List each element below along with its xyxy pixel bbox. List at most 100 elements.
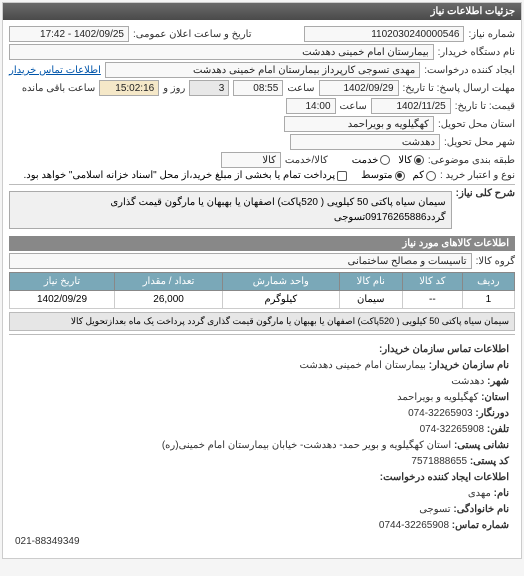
city-label: شهر محل تحویل: (444, 137, 515, 148)
table-row[interactable]: 1 -- سیمان کیلوگرم 26,000 1402/09/29 (10, 291, 515, 309)
th-2: نام کالا (339, 273, 403, 291)
radio-goods-label: کالا (398, 155, 412, 166)
separator (9, 184, 515, 185)
row-quote: قیمت: تا تاریخ: 1402/11/25 ساعت 14:00 (9, 98, 515, 114)
contact-link[interactable]: اطلاعات تماس خریدار (9, 65, 101, 76)
public-date-field: 1402/09/25 - 17:42 (9, 26, 129, 42)
main-panel: جزئیات اطلاعات نیاز شماره نیاز: 11020302… (2, 2, 522, 559)
requester-label: ایجاد کننده درخواست: (424, 65, 515, 76)
radio-low-label: کم (413, 170, 424, 181)
td-4: 26,000 (115, 291, 223, 309)
contact-section: اطلاعات تماس سازمان خریدار: (379, 344, 509, 355)
requester-field: مهدی تسوجی کارپرداز بیمارستان امام خمینی… (105, 62, 420, 78)
pay-note-check[interactable]: پرداخت تمام یا بخشی از مبلغ خرید،از محل … (24, 170, 348, 181)
goods-section-title: اطلاعات کالاهای مورد نیاز (9, 236, 515, 251)
row-desc: شرح کلی نیاز: سیمان سیاه پاکتی 50 کیلویی… (9, 188, 515, 232)
radio-dot-icon (414, 155, 424, 165)
checkbox-icon (337, 171, 347, 181)
pre-label: دورنگار: (475, 408, 509, 419)
province-label: استان محل تحویل: (438, 119, 515, 130)
province-field: کهگیلویه و بویراحمد (284, 116, 434, 132)
desc-label: شرح کلی نیاز: (456, 188, 515, 199)
separator (9, 334, 515, 335)
days-label: روز و (163, 83, 185, 94)
row-category: طبقه بندی موضوعی: کالا خدمت کالا/خدمت کا… (9, 152, 515, 168)
radio-mid-label: متوسط (361, 170, 392, 181)
buyer-field: بیمارستان امام خمینی دهدشت (9, 44, 434, 60)
radio-goods[interactable]: کالا (398, 155, 424, 166)
name-value: مهدی (468, 488, 491, 499)
pt-label: نوع و اعتبار خرید : (440, 170, 515, 181)
remain-field: 15:02:16 (99, 80, 159, 96)
remain-label: ساعت باقی مانده (22, 83, 95, 94)
cphone-value: 32265908-0744 (379, 520, 449, 531)
category-label: طبقه بندی موضوعی: (428, 155, 515, 166)
radio-service[interactable]: خدمت (352, 155, 391, 166)
lname-label: نام خانوادگی: (453, 504, 509, 515)
quote-time-label: ساعت (340, 101, 367, 112)
th-1: کد کالا (403, 273, 463, 291)
post-label: کد پستی: (470, 456, 509, 467)
th-3: واحد شمارش (223, 273, 339, 291)
freight-label: کالا/خدمت (285, 155, 328, 166)
public-date-label: تاریخ و ساعت اعلان عمومی: (133, 29, 252, 40)
contact-block: اطلاعات تماس سازمان خریدار: نام سازمان خ… (9, 338, 515, 554)
req-section: اطلاعات ایجاد کننده درخواست: (380, 472, 509, 483)
name-label: نام: (494, 488, 509, 499)
radio-dot-icon (395, 171, 405, 181)
org-value: بیمارستان امام خمینی دهدشت (300, 360, 426, 371)
radio-low[interactable]: کم (413, 170, 436, 181)
td-1: -- (403, 291, 463, 309)
goods-table: ردیف کد کالا نام کالا واحد شمارش تعداد /… (9, 272, 515, 309)
ccity-value: دهدشت (451, 376, 484, 387)
addr-label: نشانی پستی: (454, 440, 509, 451)
cprov-label: استان: (481, 392, 509, 403)
deadline-time-label: ساعت (287, 83, 314, 94)
td-5: 1402/09/29 (10, 291, 115, 309)
desc-box: سیمان سیاه پاکتی 50 کیلویی ( 520پاکت) اص… (9, 191, 452, 229)
cprov-value: کهگیلویه و بویراحمد (397, 392, 478, 403)
td-0: 1 (462, 291, 514, 309)
lname-value: تسوجی (419, 504, 450, 515)
th-4: تعداد / مقدار (115, 273, 223, 291)
row-buyer: نام دستگاه خریدار: بیمارستان امام خمینی … (9, 44, 515, 60)
radio-mid[interactable]: متوسط (361, 170, 404, 181)
footer-phone: 021-88349349 (15, 534, 509, 550)
row-city: شهر محل تحویل: دهدشت (9, 134, 515, 150)
city-field: دهدشت (290, 134, 440, 150)
post-value: 7571888655 (411, 456, 467, 467)
number-field: 1102030240000546 (304, 26, 464, 42)
row-purchase-type: نوع و اعتبار خرید : کم متوسط پرداخت تمام… (9, 170, 515, 181)
row-deadline: مهلت ارسال پاسخ: تا تاریخ: 1402/09/29 سا… (9, 80, 515, 96)
category-radio-group: کالا خدمت (352, 155, 424, 166)
panel-body: شماره نیاز: 1102030240000546 تاریخ و ساع… (3, 20, 521, 558)
th-5: تاریخ نیاز (10, 273, 115, 291)
deadline-time: 08:55 (233, 80, 283, 96)
quote-date: 1402/11/25 (371, 98, 451, 114)
deadline-label: مهلت ارسال پاسخ: تا تاریخ: (403, 83, 515, 94)
pt-radio-group: کم متوسط (361, 170, 436, 181)
days-field: 3 (189, 80, 229, 96)
radio-service-label: خدمت (352, 155, 379, 166)
row-note: سیمان سیاه پاکتی 50 کیلویی ( 520پاکت) اص… (9, 312, 515, 331)
quote-label: قیمت: تا تاریخ: (455, 101, 515, 112)
number-label: شماره نیاز: (468, 29, 515, 40)
quote-time: 14:00 (286, 98, 336, 114)
deadline-date: 1402/09/29 (319, 80, 399, 96)
phone-value: 32265908-074 (420, 424, 485, 435)
addr-value: استان کهگیلویه و بویر حمد- دهدشت- خیابان… (162, 440, 451, 451)
ccity-label: شهر: (487, 376, 509, 387)
radio-dot-icon (380, 155, 390, 165)
td-3: کیلوگرم (223, 291, 339, 309)
cphone-label: شماره تماس: (452, 520, 509, 531)
panel-title: جزئیات اطلاعات نیاز (3, 3, 521, 20)
buyer-label: نام دستگاه خریدار: (438, 47, 515, 58)
group-field: تاسیسات و مصالح ساختمانی (9, 253, 472, 269)
radio-dot-icon (426, 171, 436, 181)
table-header-row: ردیف کد کالا نام کالا واحد شمارش تعداد /… (10, 273, 515, 291)
pre-value: 32265903-074 (408, 408, 473, 419)
freight-field: کالا (221, 152, 281, 168)
row-province: استان محل تحویل: کهگیلویه و بویراحمد (9, 116, 515, 132)
row-requester: ایجاد کننده درخواست: مهدی تسوجی کارپرداز… (9, 62, 515, 78)
row-number: شماره نیاز: 1102030240000546 تاریخ و ساع… (9, 26, 515, 42)
